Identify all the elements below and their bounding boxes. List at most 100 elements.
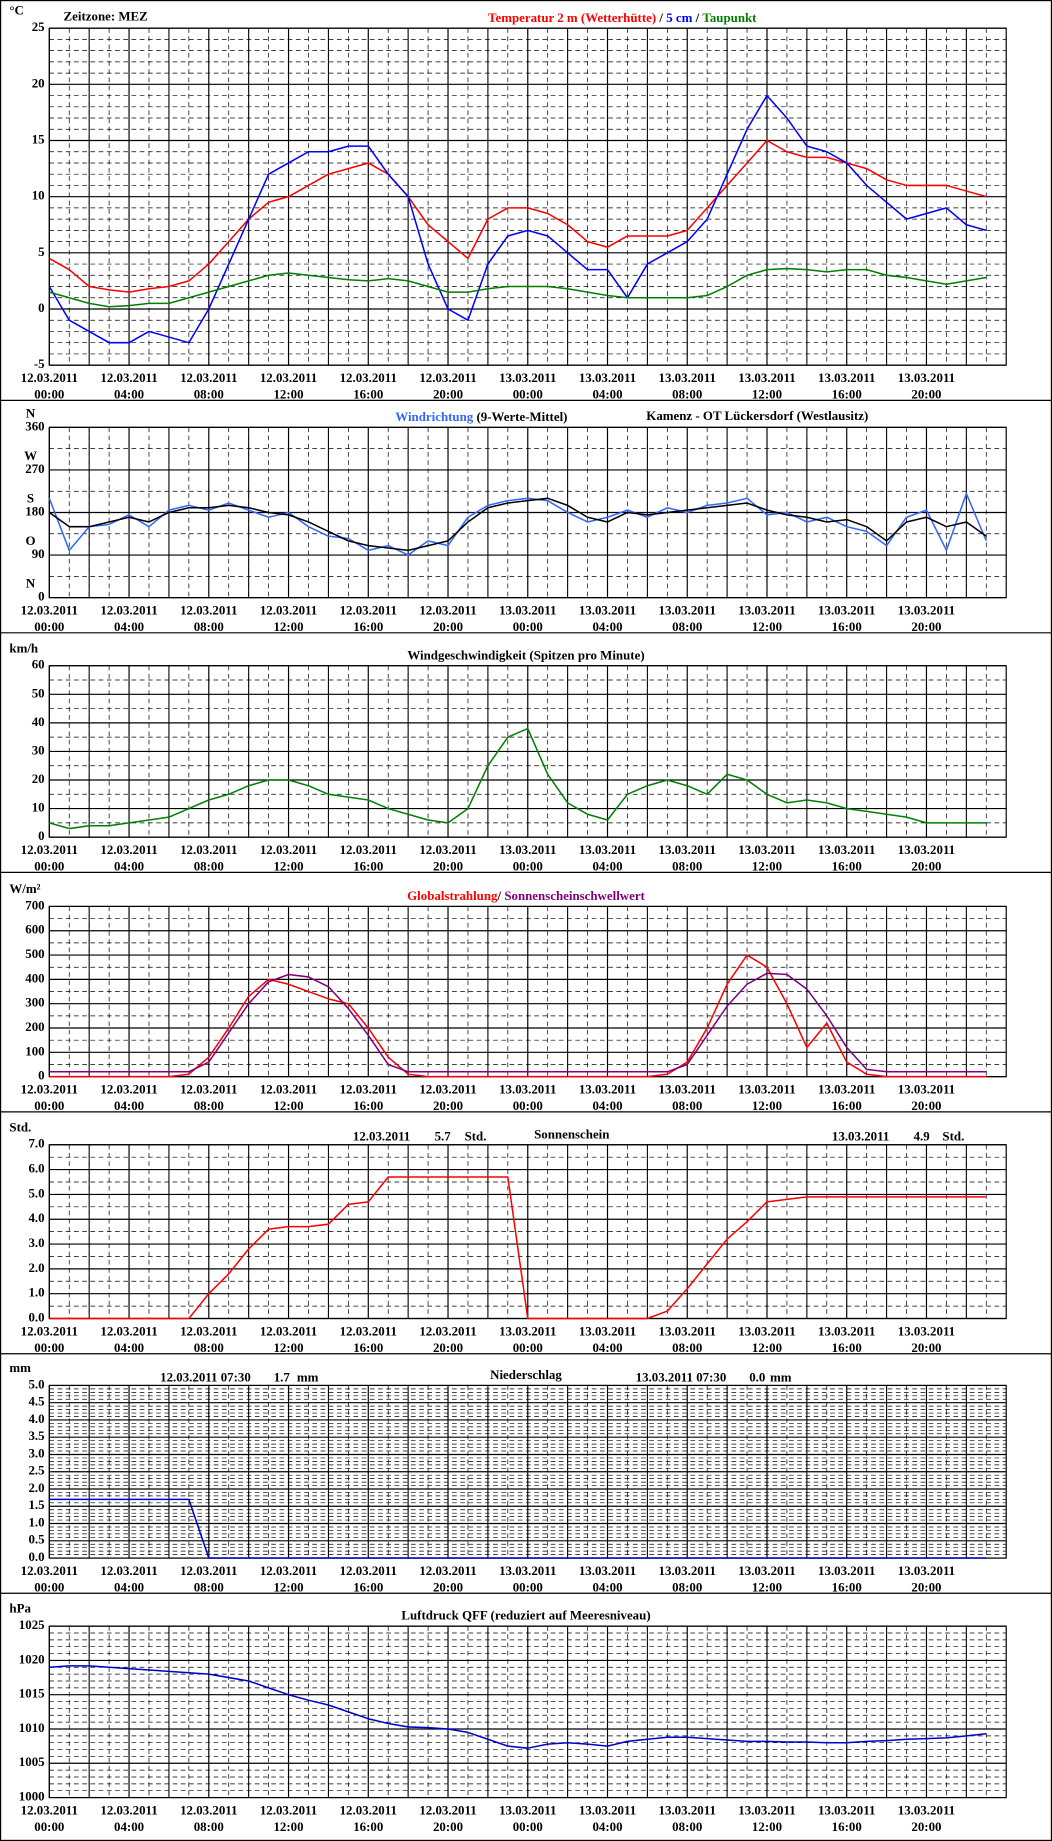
x-tick-label: 12.03.2011 00:00 — [21, 842, 78, 873]
series-line — [49, 954, 987, 1078]
series-line — [49, 972, 987, 1073]
x-tick-label: 12.03.2011 12:00 — [260, 1324, 317, 1355]
x-tick-label: 13.03.2011 12:00 — [738, 842, 795, 873]
legend-entry: Sonnenscheinschwellwert — [504, 888, 645, 903]
y-tick-label: 20 — [32, 75, 45, 90]
x-tick-label: 12.03.2011 16:00 — [340, 1803, 397, 1834]
y-tick-label: 60 — [32, 657, 45, 672]
y-tick-label: 1.5 — [28, 1497, 44, 1512]
y-tick-label: 3.5 — [28, 1428, 44, 1443]
x-tick-label: 12.03.2011 12:00 — [260, 1563, 317, 1594]
annotation: Std. — [942, 1129, 964, 1144]
x-tick-label: 12.03.2011 12:00 — [260, 842, 317, 873]
x-tick-label: 13.03.2011 20:00 — [898, 370, 955, 401]
x-tick-label: 13.03.2011 20:00 — [898, 603, 955, 634]
x-tick-label: 12.03.2011 20:00 — [419, 1563, 476, 1594]
y-tick-label: 3.0 — [28, 1445, 44, 1460]
x-tick-label: 13.03.2011 04:00 — [579, 1324, 636, 1355]
chart-subtitle: Kamenz - OT Lückersdorf (Westlausitz) — [646, 408, 868, 423]
y-tick-label: 2.5 — [28, 1463, 44, 1478]
y-tick-label: 500 — [25, 946, 44, 961]
x-tick-label: 13.03.2011 08:00 — [659, 1563, 716, 1594]
legend-entry: Windrichtung — [395, 409, 473, 424]
legend-entry: Taupunkt — [702, 10, 757, 25]
x-tick-label: 12.03.2011 00:00 — [21, 1803, 78, 1834]
y-tick-label: 10 — [32, 188, 45, 203]
x-tick-label: 13.03.2011 12:00 — [738, 370, 795, 401]
y-axis-unit: W/m² — [9, 881, 40, 896]
y-axis-unit: Std. — [9, 1119, 31, 1134]
x-tick-label: 12.03.2011 00:00 — [21, 1324, 78, 1355]
y-tick-label: 90 — [32, 546, 45, 561]
y-tick-label: 700 — [25, 897, 44, 912]
annotation: 12.03.2011 — [353, 1129, 410, 1144]
x-tick-label: 12.03.2011 04:00 — [100, 370, 157, 401]
y-tick-label: 1015 — [19, 1686, 45, 1701]
x-tick-label: 12.03.2011 04:00 — [100, 603, 157, 634]
x-tick-label: 12.03.2011 08:00 — [180, 1082, 237, 1113]
x-tick-label: 13.03.2011 08:00 — [659, 1082, 716, 1113]
y-tick-label: 360 — [25, 418, 44, 433]
chart-title: Luftdruck QFF (reduziert auf Meeresnivea… — [401, 1608, 650, 1623]
x-tick-label: 12.03.2011 16:00 — [340, 603, 397, 634]
x-tick-label: 13.03.2011 20:00 — [898, 1324, 955, 1355]
direction-label: N — [26, 576, 36, 591]
y-tick-label: 2.0 — [28, 1260, 44, 1275]
direction-label: N — [26, 405, 36, 420]
y-tick-label: 20 — [32, 771, 45, 786]
x-tick-label: 13.03.2011 04:00 — [579, 370, 636, 401]
y-axis-unit: mm — [9, 1360, 31, 1375]
y-axis-unit: °C — [9, 3, 23, 18]
y-tick-label: 0.5 — [28, 1532, 44, 1547]
direction-label: W — [24, 448, 37, 463]
x-tick-label: 12.03.2011 12:00 — [260, 603, 317, 634]
x-tick-label: 12.03.2011 08:00 — [180, 1563, 237, 1594]
y-tick-label: 2.0 — [28, 1480, 44, 1495]
x-tick-label: 13.03.2011 00:00 — [499, 1803, 556, 1834]
y-tick-label: 4.5 — [28, 1394, 44, 1409]
x-tick-label: 13.03.2011 04:00 — [579, 842, 636, 873]
series-line — [49, 1176, 987, 1320]
x-tick-label: 12.03.2011 04:00 — [100, 1563, 157, 1594]
chart-title: Sonnenschein — [534, 1126, 609, 1141]
y-tick-label: 0 — [38, 589, 44, 604]
y-tick-label: 30 — [32, 742, 45, 757]
x-tick-label: 13.03.2011 20:00 — [898, 1563, 955, 1594]
y-tick-label: 5 — [38, 244, 44, 259]
x-tick-label: 12.03.2011 20:00 — [419, 1324, 476, 1355]
x-tick-label: 13.03.2011 00:00 — [499, 1563, 556, 1594]
y-tick-label: 7.0 — [28, 1136, 44, 1151]
x-tick-label: 12.03.2011 08:00 — [180, 603, 237, 634]
y-tick-label: 1.0 — [28, 1285, 44, 1300]
x-tick-label: 12.03.2011 16:00 — [340, 370, 397, 401]
series-line — [48, 497, 987, 552]
x-tick-label: 12.03.2011 04:00 — [100, 1324, 157, 1355]
y-tick-label: 600 — [25, 922, 44, 937]
x-tick-label: 13.03.2011 04:00 — [579, 1082, 636, 1113]
x-tick-label: 13.03.2011 00:00 — [499, 1082, 556, 1113]
x-tick-label: 13.03.2011 08:00 — [659, 842, 716, 873]
x-tick-label: 13.03.2011 20:00 — [898, 1082, 955, 1113]
y-tick-label: 0 — [38, 300, 44, 315]
y-tick-label: 180 — [25, 503, 44, 518]
x-tick-label: 12.03.2011 16:00 — [340, 1324, 397, 1355]
x-tick-label: 12.03.2011 00:00 — [21, 603, 78, 634]
series-line — [48, 492, 987, 556]
annotation: 12.03.2011 07:30 — [160, 1369, 251, 1384]
annotation: 5.7 — [435, 1129, 452, 1144]
x-tick-label: 13.03.2011 04:00 — [579, 1803, 636, 1834]
legend: Windrichtung (9-Werte-Mittel) — [395, 409, 567, 424]
x-tick-label: 13.03.2011 16:00 — [818, 1324, 875, 1355]
x-tick-label: 12.03.2011 04:00 — [100, 842, 157, 873]
x-tick-label: 13.03.2011 08:00 — [659, 1803, 716, 1834]
series-line — [49, 267, 987, 308]
x-tick-label: 12.03.2011 12:00 — [260, 1082, 317, 1113]
x-tick-label: 13.03.2011 16:00 — [818, 842, 875, 873]
x-tick-label: 13.03.2011 16:00 — [818, 1563, 875, 1594]
series-line — [49, 727, 987, 830]
x-tick-label: 12.03.2011 20:00 — [419, 603, 476, 634]
y-tick-label: 0.0 — [28, 1549, 44, 1564]
y-tick-label: 1000 — [19, 1789, 45, 1804]
y-tick-label: 270 — [25, 461, 44, 476]
